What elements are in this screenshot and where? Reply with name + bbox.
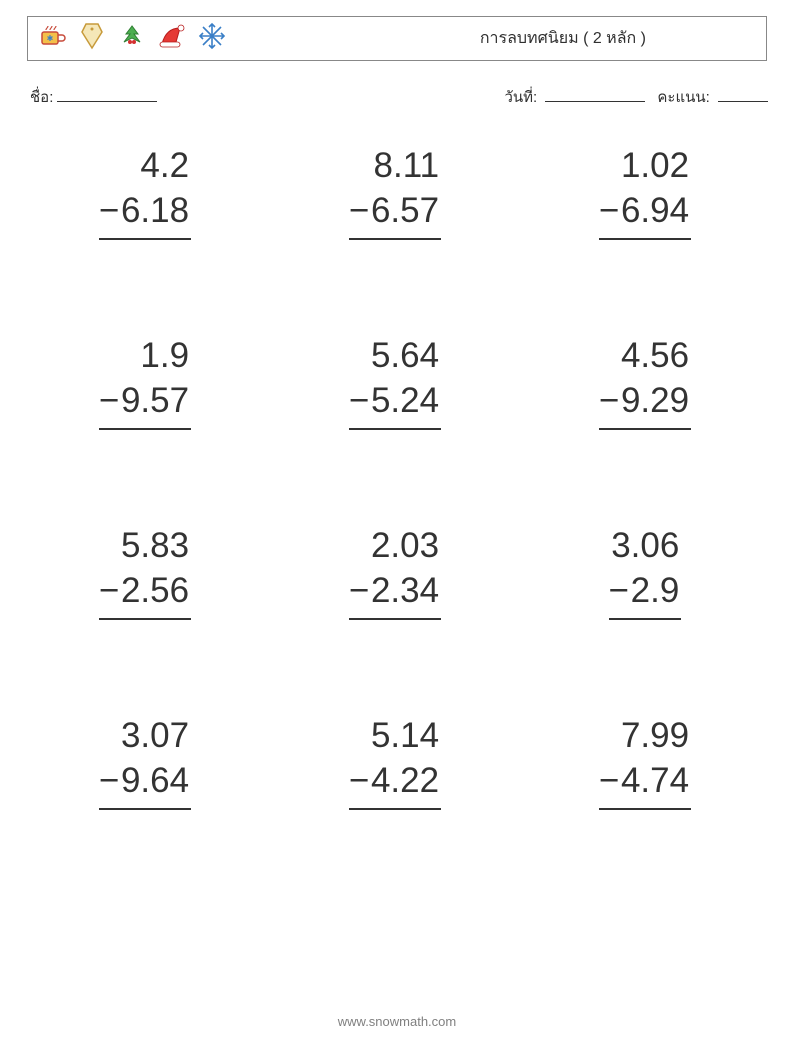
date-field: วันที่: (504, 85, 645, 109)
problem-cell: 1.02−6.94 (520, 130, 770, 320)
svg-text:✱: ✱ (47, 34, 54, 43)
score-blank[interactable] (718, 86, 768, 102)
subtrahend-row: −6.94 (599, 189, 691, 240)
operator: − (99, 189, 121, 234)
problem-cell: 4.2−6.18 (20, 130, 270, 320)
name-label: ชื่อ: (30, 85, 53, 109)
subtrahend-row: −6.18 (99, 189, 191, 240)
problem: 1.02−6.94 (599, 144, 691, 240)
header-icons: ✱ (36, 20, 228, 57)
tag-icon (76, 20, 108, 57)
problem-cell: 7.99−4.74 (520, 700, 770, 890)
minuend: 5.83 (99, 524, 191, 569)
name-field: ชื่อ: (30, 85, 157, 109)
score-label: คะแนน: (657, 89, 709, 106)
subtrahend-row: −6.57 (349, 189, 441, 240)
problem: 4.56−9.29 (599, 334, 691, 430)
minuend: 1.02 (599, 144, 691, 189)
problem-cell: 5.64−5.24 (270, 320, 520, 510)
operator: − (349, 189, 371, 234)
subtrahend: 4.74 (621, 759, 691, 804)
operator: − (349, 379, 371, 424)
subtrahend: 6.94 (621, 189, 691, 234)
subtrahend-row: −9.64 (99, 759, 191, 810)
problem: 8.11−6.57 (349, 144, 441, 240)
subtrahend-row: −4.74 (599, 759, 691, 810)
minuend: 2.03 (349, 524, 441, 569)
subtrahend-row: −5.24 (349, 379, 441, 430)
cup-icon: ✱ (36, 20, 68, 57)
name-blank[interactable] (57, 86, 157, 102)
subtrahend-row: −4.22 (349, 759, 441, 810)
operator: − (609, 569, 631, 614)
problem-cell: 1.9−9.57 (20, 320, 270, 510)
minuend: 3.06 (609, 524, 682, 569)
date-blank[interactable] (545, 86, 645, 102)
problem: 3.06−2.9 (609, 524, 682, 620)
minuend: 3.07 (99, 714, 191, 759)
operator: − (99, 379, 121, 424)
minuend: 5.64 (349, 334, 441, 379)
subtrahend-row: −2.9 (609, 569, 682, 620)
subtrahend: 2.9 (631, 569, 682, 614)
problem: 5.64−5.24 (349, 334, 441, 430)
problem: 7.99−4.74 (599, 714, 691, 810)
date-label: วันที่: (504, 89, 537, 106)
header-box: ✱ (27, 16, 767, 61)
subtrahend: 6.18 (121, 189, 191, 234)
minuend: 7.99 (599, 714, 691, 759)
problem: 4.2−6.18 (99, 144, 191, 240)
problem-cell: 2.03−2.34 (270, 510, 520, 700)
subtrahend: 6.57 (371, 189, 441, 234)
snowflake-icon (196, 20, 228, 57)
subtrahend-row: −2.56 (99, 569, 191, 620)
santa-hat-icon (156, 20, 188, 57)
problem: 3.07−9.64 (99, 714, 191, 810)
worksheet-title: การลบทศนิยม ( 2 หลัก ) (480, 26, 766, 51)
operator: − (99, 759, 121, 804)
operator: − (599, 759, 621, 804)
subtrahend: 9.57 (121, 379, 191, 424)
minuend: 1.9 (99, 334, 191, 379)
minuend: 5.14 (349, 714, 441, 759)
operator: − (599, 379, 621, 424)
worksheet-page: ✱ (0, 0, 794, 1053)
problem-cell: 5.14−4.22 (270, 700, 520, 890)
subtrahend: 9.64 (121, 759, 191, 804)
subtrahend: 9.29 (621, 379, 691, 424)
problem: 5.14−4.22 (349, 714, 441, 810)
problems-grid: 4.2−6.188.11−6.571.02−6.941.9−9.575.64−5… (20, 130, 770, 890)
problem: 5.83−2.56 (99, 524, 191, 620)
problem-cell: 8.11−6.57 (270, 130, 520, 320)
info-line: ชื่อ: วันที่: คะแนน: (30, 85, 768, 109)
subtrahend: 2.56 (121, 569, 191, 614)
subtrahend: 2.34 (371, 569, 441, 614)
score-field: คะแนน: (657, 85, 768, 109)
subtrahend-row: −2.34 (349, 569, 441, 620)
problem-cell: 4.56−9.29 (520, 320, 770, 510)
operator: − (599, 189, 621, 234)
subtrahend-row: −9.29 (599, 379, 691, 430)
problem: 2.03−2.34 (349, 524, 441, 620)
problem-cell: 5.83−2.56 (20, 510, 270, 700)
operator: − (349, 569, 371, 614)
subtrahend-row: −9.57 (99, 379, 191, 430)
operator: − (99, 569, 121, 614)
problem-cell: 3.06−2.9 (520, 510, 770, 700)
subtrahend: 5.24 (371, 379, 441, 424)
problem: 1.9−9.57 (99, 334, 191, 430)
problem-cell: 3.07−9.64 (20, 700, 270, 890)
minuend: 4.2 (99, 144, 191, 189)
operator: − (349, 759, 371, 804)
footer-url: www.snowmath.com (0, 1014, 794, 1029)
minuend: 4.56 (599, 334, 691, 379)
minuend: 8.11 (349, 144, 441, 189)
holly-icon (116, 20, 148, 57)
subtrahend: 4.22 (371, 759, 441, 804)
